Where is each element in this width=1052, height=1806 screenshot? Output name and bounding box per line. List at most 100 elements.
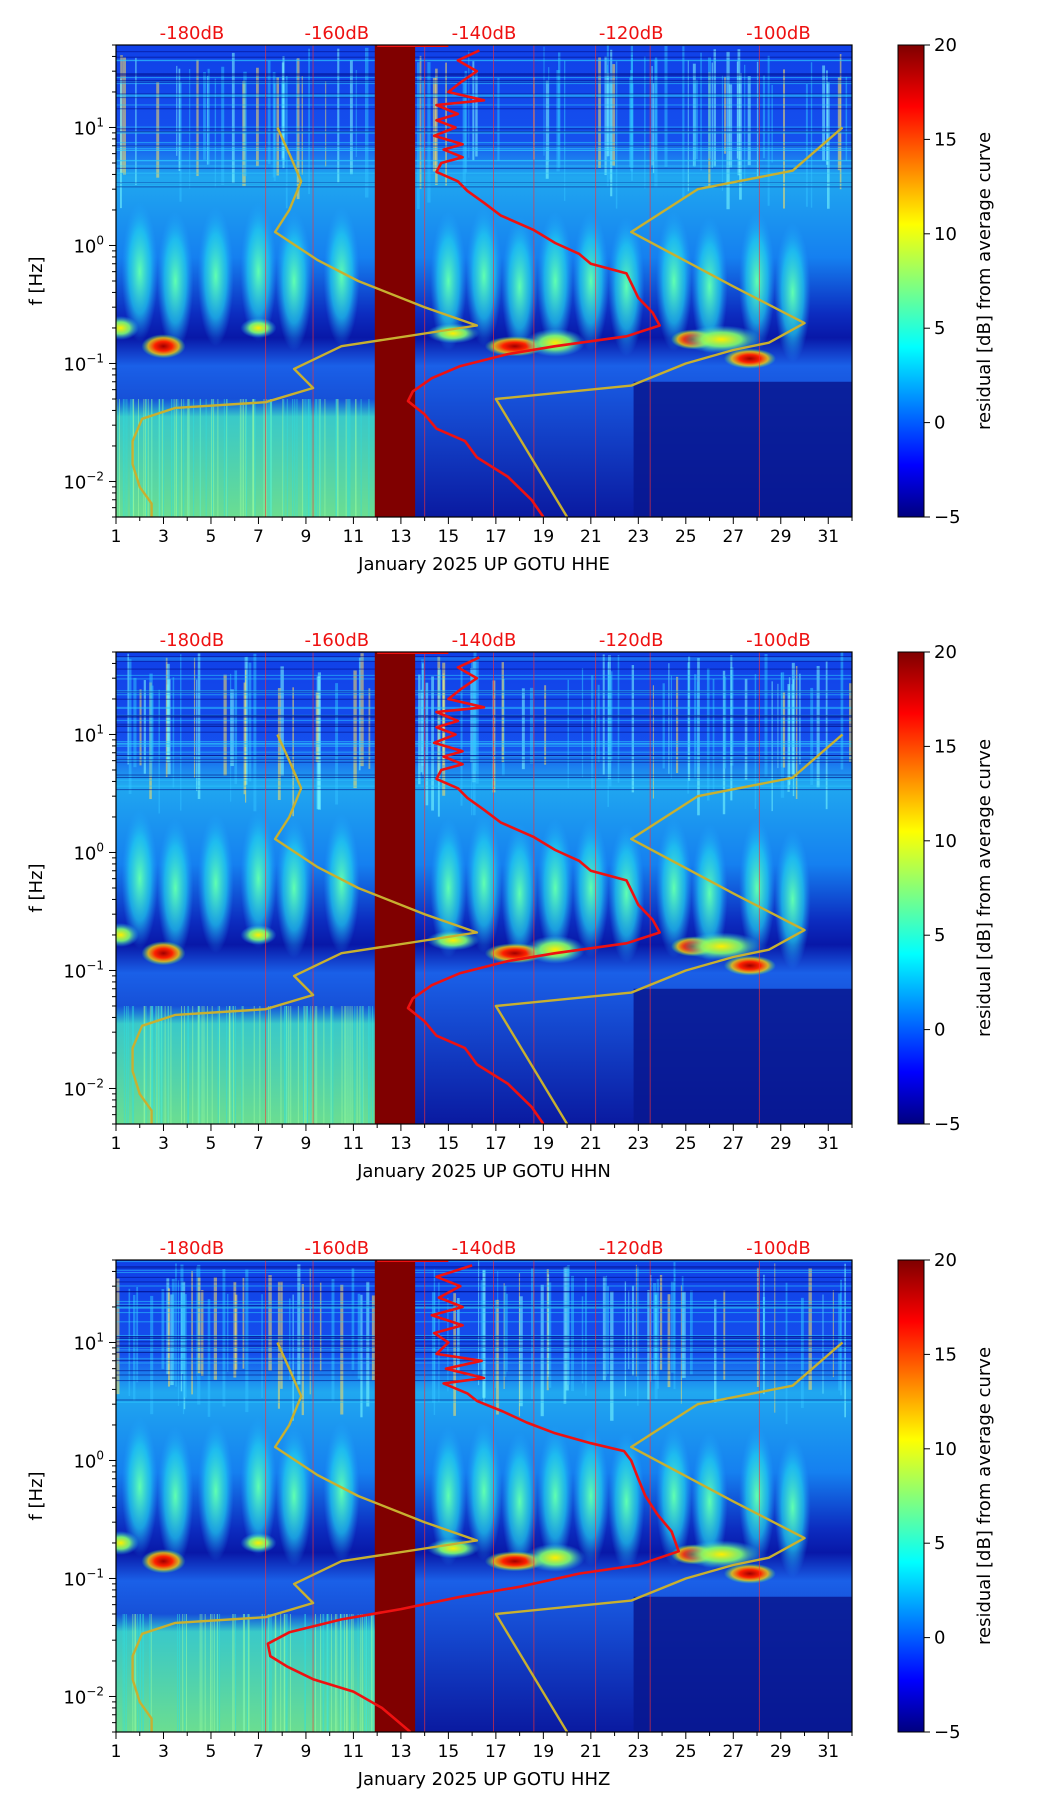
lowfreq-streak <box>161 399 163 517</box>
event-streak <box>531 1268 535 1400</box>
x-tick-label: 11 <box>343 1134 365 1154</box>
spectral-line <box>116 1347 852 1349</box>
lowfreq-streak <box>344 1614 346 1732</box>
event-streak <box>478 1260 480 1386</box>
lowfreq-streak <box>275 1614 277 1732</box>
colorbar-label: residual [dB] from average curve <box>974 739 995 1037</box>
energy-hotspot <box>141 941 186 966</box>
event-streak <box>557 52 561 169</box>
spectral-line <box>116 1269 852 1271</box>
event-streak <box>810 62 813 208</box>
lowfreq-streak <box>330 1614 332 1732</box>
colorbar-tick-label: 0 <box>934 1020 945 1041</box>
y-tick-base: 10 <box>63 961 86 982</box>
event-streak <box>166 1278 170 1375</box>
event-streak <box>281 81 284 162</box>
y-tick-base: 10 <box>73 1451 96 1472</box>
lowfreq-streak <box>199 1006 201 1124</box>
event-streak <box>128 1288 131 1397</box>
event-streak <box>150 1295 154 1415</box>
spectral-line <box>116 1267 852 1269</box>
microseism-plume <box>655 211 692 351</box>
spectral-line <box>116 731 852 733</box>
event-streak <box>308 48 310 195</box>
y-tick-base: 10 <box>63 1569 86 1590</box>
event-streak <box>248 662 252 782</box>
lowfreq-streak <box>146 399 148 517</box>
lowfreq-streak <box>174 399 176 517</box>
lowfreq-streak <box>167 1006 169 1124</box>
y-tick-base: 10 <box>73 236 96 257</box>
lowfreq-streak <box>286 1614 288 1732</box>
lowfreq-streak <box>187 399 189 517</box>
event-streak <box>659 1274 663 1370</box>
microseism-plume <box>197 206 234 347</box>
energy-hotspot <box>723 348 776 369</box>
lowfreq-streak <box>306 399 308 517</box>
microseism-plume <box>430 1426 467 1566</box>
lowfreq-streak <box>280 1614 282 1732</box>
spectral-line <box>116 185 852 187</box>
event-streak <box>695 79 698 160</box>
event-streak <box>729 84 733 168</box>
lowfreq-streak <box>245 399 247 517</box>
spectral-line <box>116 723 852 725</box>
lowfreq-streak <box>241 399 243 517</box>
lowfreq-streak <box>164 1006 166 1124</box>
event-streak <box>368 688 371 769</box>
spectral-line <box>116 715 852 717</box>
colorbar-label: residual [dB] from average curve <box>974 132 995 430</box>
microseism-plume <box>501 216 538 357</box>
spectral-line <box>116 74 852 76</box>
event-streak <box>243 71 247 177</box>
event-streak <box>197 1277 201 1374</box>
lowfreq-streak <box>157 1006 159 1124</box>
spectral-line <box>116 755 852 757</box>
lowfreq-streak <box>201 1614 203 1732</box>
event-streak <box>439 669 442 778</box>
x-tick-label: 3 <box>158 527 169 547</box>
spectral-line <box>116 172 852 174</box>
microseism-plume <box>691 216 728 357</box>
microseism-plume <box>572 1426 609 1566</box>
event-streak <box>180 1264 184 1374</box>
noise-model-curve-high <box>494 1341 844 1732</box>
event-streak <box>175 1263 177 1387</box>
spectral-line <box>116 656 852 658</box>
event-streak <box>832 1290 834 1378</box>
spectral-line <box>116 60 852 62</box>
energy-hotspot <box>723 1563 776 1584</box>
spectral-line <box>116 1380 852 1382</box>
spectral-line <box>116 83 852 85</box>
spectral-line <box>116 75 852 77</box>
lowfreq-streak <box>359 1006 361 1124</box>
lowfreq-streak <box>319 399 321 517</box>
lowfreq-streak <box>328 1614 330 1732</box>
lowfreq-streak <box>351 1006 353 1124</box>
lowfreq-streak <box>355 399 357 517</box>
x-tick-label: 3 <box>158 1134 169 1154</box>
y-tick-exponent: 1 <box>96 722 104 736</box>
lowfreq-streak <box>234 1006 236 1124</box>
event-streak <box>651 66 653 166</box>
microseism-plume <box>739 818 776 958</box>
event-streak <box>234 670 238 785</box>
lowfreq-streak <box>315 1614 317 1732</box>
event-streak <box>617 654 620 783</box>
lowfreq-streak <box>216 1614 218 1732</box>
event-streak <box>230 689 234 767</box>
lowfreq-streak <box>145 1006 147 1124</box>
event-streak <box>421 80 426 170</box>
colorbar-tick-label: 15 <box>934 736 957 757</box>
microseism-plume <box>240 1416 277 1557</box>
event-streak <box>545 80 549 179</box>
event-streak <box>280 666 284 776</box>
event-streak <box>785 1282 788 1425</box>
spectral-line <box>116 1401 852 1403</box>
event-streak <box>730 655 733 801</box>
y-tick-exponent: 1 <box>96 1330 104 1344</box>
event-streak <box>360 1294 363 1418</box>
lowfreq-streak <box>242 1614 244 1732</box>
x-tick-label: 19 <box>533 527 555 547</box>
